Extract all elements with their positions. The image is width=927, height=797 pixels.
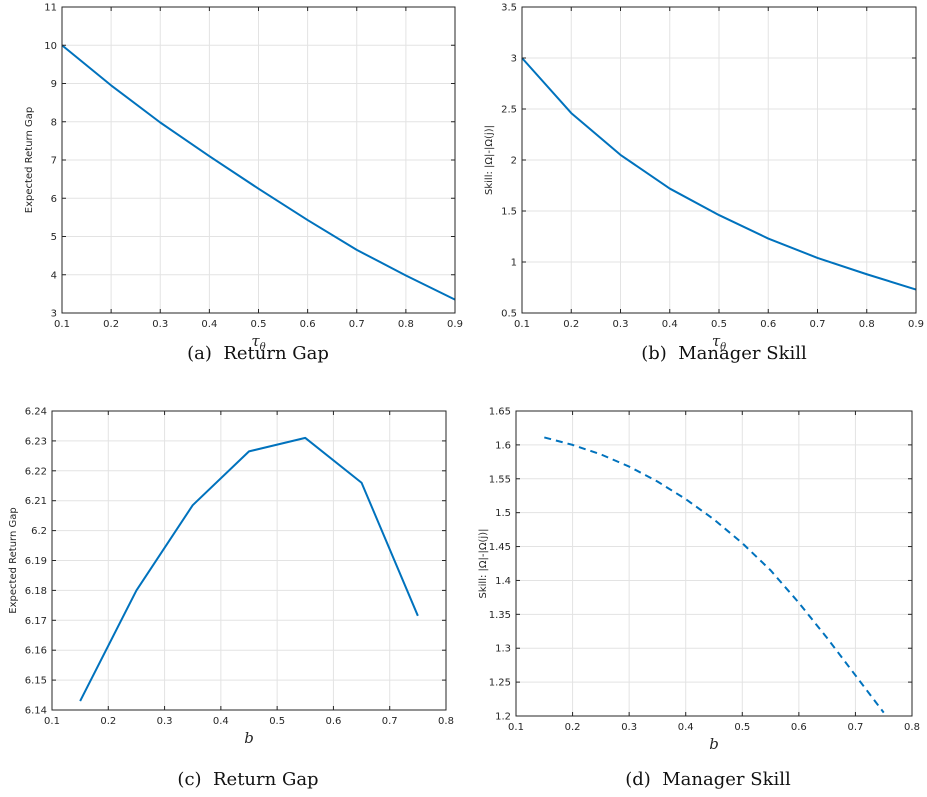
x-tick-label-0_8: 0.8 [438, 716, 454, 727]
x-tick-label-0_5: 0.5 [734, 722, 750, 733]
x-tick-label-0_8: 0.8 [859, 319, 875, 330]
y-tick-label-4: 4 [51, 270, 57, 281]
x-tick-label-0_3: 0.3 [157, 716, 173, 727]
x-tick-label-0_3: 0.3 [613, 319, 629, 330]
x-tick-label-0_8: 0.8 [398, 319, 414, 330]
y-tick-label-1_55: 1.55 [489, 474, 511, 485]
x-tick-label-0_4: 0.4 [213, 716, 229, 727]
y-tick-label-6_21: 6.21 [25, 496, 47, 507]
series-line-1 [544, 436, 885, 714]
y-tick-label-1_5: 1.5 [495, 508, 511, 519]
y-tick-label-3: 3 [51, 309, 57, 320]
y-tick-label-2: 2 [511, 156, 517, 167]
y-tick-label-1: 1 [511, 258, 517, 269]
x-tick-label-0_1: 0.1 [44, 716, 60, 727]
y-tick-label-0_5: 0.5 [501, 309, 517, 320]
y-tick-label-2_5: 2.5 [501, 105, 517, 116]
series-line-1 [61, 44, 456, 301]
x-tick-label-0_6: 0.6 [325, 716, 341, 727]
x-tick-label-0_7: 0.7 [349, 319, 365, 330]
y-tick-label-6_16: 6.16 [25, 646, 47, 657]
x-tick-label-0_3: 0.3 [621, 722, 637, 733]
y-tick-label-1_2: 1.2 [495, 712, 511, 723]
x-axis-label: b [709, 735, 719, 753]
y-tick-label-1_35: 1.35 [489, 610, 511, 621]
y-tick-label-6_17: 6.17 [25, 616, 47, 627]
x-tick-label-0_6: 0.6 [791, 722, 807, 733]
series-line-1 [79, 436, 419, 702]
x-tick-label-0_1: 0.1 [514, 319, 530, 330]
x-tick-label-0_9: 0.9 [908, 319, 924, 330]
panel-caption: (c) Return Gap [177, 769, 318, 790]
x-tick-label-0_2: 0.2 [103, 319, 119, 330]
y-tick-label-1_3: 1.3 [495, 644, 511, 655]
x-tick-label-0_7: 0.7 [382, 716, 398, 727]
y-axis-label: Expected Return Gap [24, 107, 35, 213]
y-tick-label-3: 3 [511, 54, 517, 65]
panel-b: 0.1 0.2 0.3 0.4 0.5 0.6 0.7 0.8 0.9 0.5 1 1.5 2 2.5 3 3… [484, 3, 924, 365]
x-tick-label-0_4: 0.4 [678, 722, 694, 733]
x-tick-label-0_1: 0.1 [508, 722, 524, 733]
x-tick-label-0_7: 0.7 [810, 319, 826, 330]
x-tick-label-0_5: 0.5 [269, 716, 285, 727]
x-axis-label: τθ [712, 332, 726, 353]
y-tick-label-6: 6 [51, 194, 57, 205]
panel-d: 0.1 0.2 0.3 0.4 0.5 0.6 0.7 0.8 1.2 1.25 1.3 1.35 1.… [478, 407, 920, 791]
y-tick-label-7: 7 [51, 156, 57, 167]
x-tick-label-0_2: 0.2 [563, 319, 579, 330]
y-tick-label-11: 11 [44, 3, 57, 14]
plot-frame [515, 410, 913, 717]
y-axis-label: Skill: |Ω|-|Ω(j)| [478, 529, 489, 599]
x-tick-label-0_8: 0.8 [904, 722, 920, 733]
y-tick-label-1_5: 1.5 [501, 207, 517, 218]
x-tick-label-0_5: 0.5 [251, 319, 267, 330]
y-tick-label-6_15: 6.15 [25, 676, 47, 687]
y-tick-label-6_23: 6.23 [25, 436, 47, 447]
y-tick-label-8: 8 [51, 117, 57, 128]
x-axis-label: b [244, 729, 254, 747]
y-tick-label-10: 10 [44, 41, 57, 52]
panel-c: 0.1 0.2 0.3 0.4 0.5 0.6 0.7 0.8 6.14 6.15 6.16 6.17… [8, 407, 454, 791]
x-tick-label-0_4: 0.4 [201, 319, 217, 330]
x-tick-label-0_2: 0.2 [100, 716, 116, 727]
x-tick-label-0_6: 0.6 [760, 319, 776, 330]
y-tick-label-1_25: 1.25 [489, 678, 511, 689]
x-axis-label: τθ [251, 332, 265, 353]
x-tick-label-0_3: 0.3 [152, 319, 168, 330]
y-tick-label-6_18: 6.18 [25, 586, 47, 597]
y-tick-label-5: 5 [51, 232, 57, 243]
x-tick-label-0_4: 0.4 [662, 319, 678, 330]
y-tick-label-6_24: 6.24 [25, 407, 47, 418]
x-tick-label-0_6: 0.6 [300, 319, 316, 330]
y-axis-label: Expected Return Gap [8, 507, 19, 613]
y-tick-label-6_14: 6.14 [25, 706, 47, 717]
panel-caption: (d) Manager Skill [625, 769, 791, 790]
panel-a: 0.1 0.2 0.3 0.4 0.5 0.6 0.7 0.8 0.9 3 4 5 6 7 8 9 10 11 E… [24, 3, 463, 365]
x-tick-label-0_9: 0.9 [447, 319, 463, 330]
y-tick-label-6_2: 6.2 [31, 526, 47, 537]
y-axis-label: Skill: |Ω|-|Ω(j)| [484, 125, 495, 195]
panel-caption: (b) Manager Skill [641, 343, 807, 364]
y-tick-label-6_22: 6.22 [25, 466, 47, 477]
y-tick-label-1_6: 1.6 [495, 440, 511, 451]
y-tick-label-1_65: 1.65 [489, 407, 511, 418]
x-tick-label-0_1: 0.1 [54, 319, 70, 330]
y-tick-label-9: 9 [51, 79, 57, 90]
y-tick-label-6_19: 6.19 [25, 556, 47, 567]
x-tick-label-0_7: 0.7 [847, 722, 863, 733]
y-tick-label-1_45: 1.45 [489, 542, 511, 553]
panel-caption: (a) Return Gap [187, 343, 329, 364]
x-tick-label-0_2: 0.2 [565, 722, 581, 733]
series-line-1 [521, 57, 917, 291]
y-tick-label-3_5: 3.5 [501, 3, 517, 14]
x-tick-label-0_5: 0.5 [711, 319, 727, 330]
y-tick-label-1_4: 1.4 [495, 576, 511, 587]
